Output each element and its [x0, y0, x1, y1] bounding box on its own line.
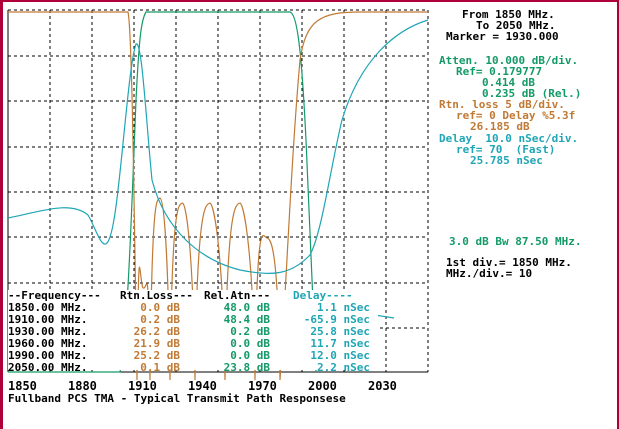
table-cell-delay: -65.9 nSec	[303, 313, 370, 326]
table-header-rtn-loss: Rtn.Loss---	[120, 289, 193, 302]
table-cell-delay: 1.1 nSec	[317, 301, 370, 314]
table-cell-rel: 23.8 dB	[223, 361, 270, 374]
marker-label: Marker = 1930.000	[446, 30, 559, 43]
delay-ref-label: ref= 70 (Fast)	[456, 143, 556, 156]
x-tick-label: 1970	[248, 379, 277, 393]
mhz-div-label: MHz./div.= 10	[446, 267, 533, 280]
first-div-label: 1st div.= 1850 MHz.	[446, 256, 572, 269]
atten-label: Atten. 10.000 dB/div.	[439, 54, 579, 67]
table-cell-freq: 1930.00 MHz.	[8, 325, 88, 338]
x-tick-label: 2000	[308, 379, 337, 393]
table-cell-rtn: 25.2 dB	[133, 349, 180, 362]
table-cell-delay: 2.2 nSec	[317, 361, 370, 374]
table-cell-rel: 48.4 dB	[223, 313, 270, 326]
table-cell-rel: 0.2 dB	[230, 325, 270, 338]
return-loss-curve	[8, 11, 428, 381]
window-right-border	[617, 0, 619, 429]
x-tick-label: 2030	[368, 379, 397, 393]
atten-value: 0.414 dB	[482, 76, 535, 89]
bandwidth-label: 3.0 dB Bw 87.50 MHz.	[449, 235, 582, 248]
table-cell-rtn: 0.2 dB	[140, 313, 180, 326]
ref-label: Ref= 0.179777	[456, 65, 543, 78]
table-header-rel-atn: Rel.Atn---	[204, 289, 271, 302]
table-cell-freq: 1910.00 MHz.	[8, 313, 88, 326]
delay-label: Delay 10.0 nSec/div.	[439, 132, 579, 145]
window-left-border	[0, 0, 3, 429]
from-label: From 1850 MHz.	[462, 8, 555, 21]
table-cell-freq: 2050.00 MHz.	[8, 361, 88, 374]
table-cell-rel: 48.0 dB	[223, 301, 270, 314]
table-cell-delay: 25.8 nSec	[310, 325, 370, 338]
table-cell-rel: 0.0 dB	[230, 337, 270, 350]
table-header-delay: Delay----	[293, 289, 353, 302]
marker-table: --Frequency--- Rtn.Loss--- Rel.Atn--- De…	[8, 289, 378, 374]
rtn-label: Rtn. loss 5 dB/div.	[439, 98, 565, 111]
x-tick-label: 1880	[68, 379, 97, 393]
rtn-value: 26.185 dB	[470, 120, 530, 133]
x-tick-label: 1850	[8, 379, 37, 393]
table-cell-freq: 1990.00 MHz.	[8, 349, 88, 362]
x-tick-label: 1940	[188, 379, 217, 393]
atten-rel-value: 0.235 dB (Rel.)	[482, 87, 582, 100]
table-cell-freq: 1850.00 MHz.	[8, 301, 88, 314]
delay-curve	[7, 19, 429, 275]
table-header-frequency: --Frequency---	[8, 289, 101, 302]
table-cell-rtn: 0.0 dB	[140, 301, 180, 314]
to-label: To 2050 MHz.	[476, 19, 556, 32]
table-cell-freq: 1960.00 MHz.	[8, 337, 88, 350]
table-cell-rtn: 0.1 dB	[140, 361, 180, 374]
table-cell-rtn: 21.9 dB	[133, 337, 180, 350]
table-cell-delay: 12.0 nSec	[310, 349, 370, 362]
table-cell-rel: 0.0 dB	[230, 349, 270, 362]
table-cell-delay: 11.7 nSec	[310, 337, 370, 350]
x-tick-label: 1910	[128, 379, 157, 393]
table-cell-rtn: 26.2 dB	[133, 325, 180, 338]
rtn-ref-label: ref= 0 Delay %5.3f	[456, 109, 576, 122]
plot-caption: Fullband PCS TMA - Typical Transmit Path…	[8, 392, 346, 405]
window-top-border	[0, 0, 619, 2]
delay-value: 25.785 nSec	[470, 154, 543, 167]
